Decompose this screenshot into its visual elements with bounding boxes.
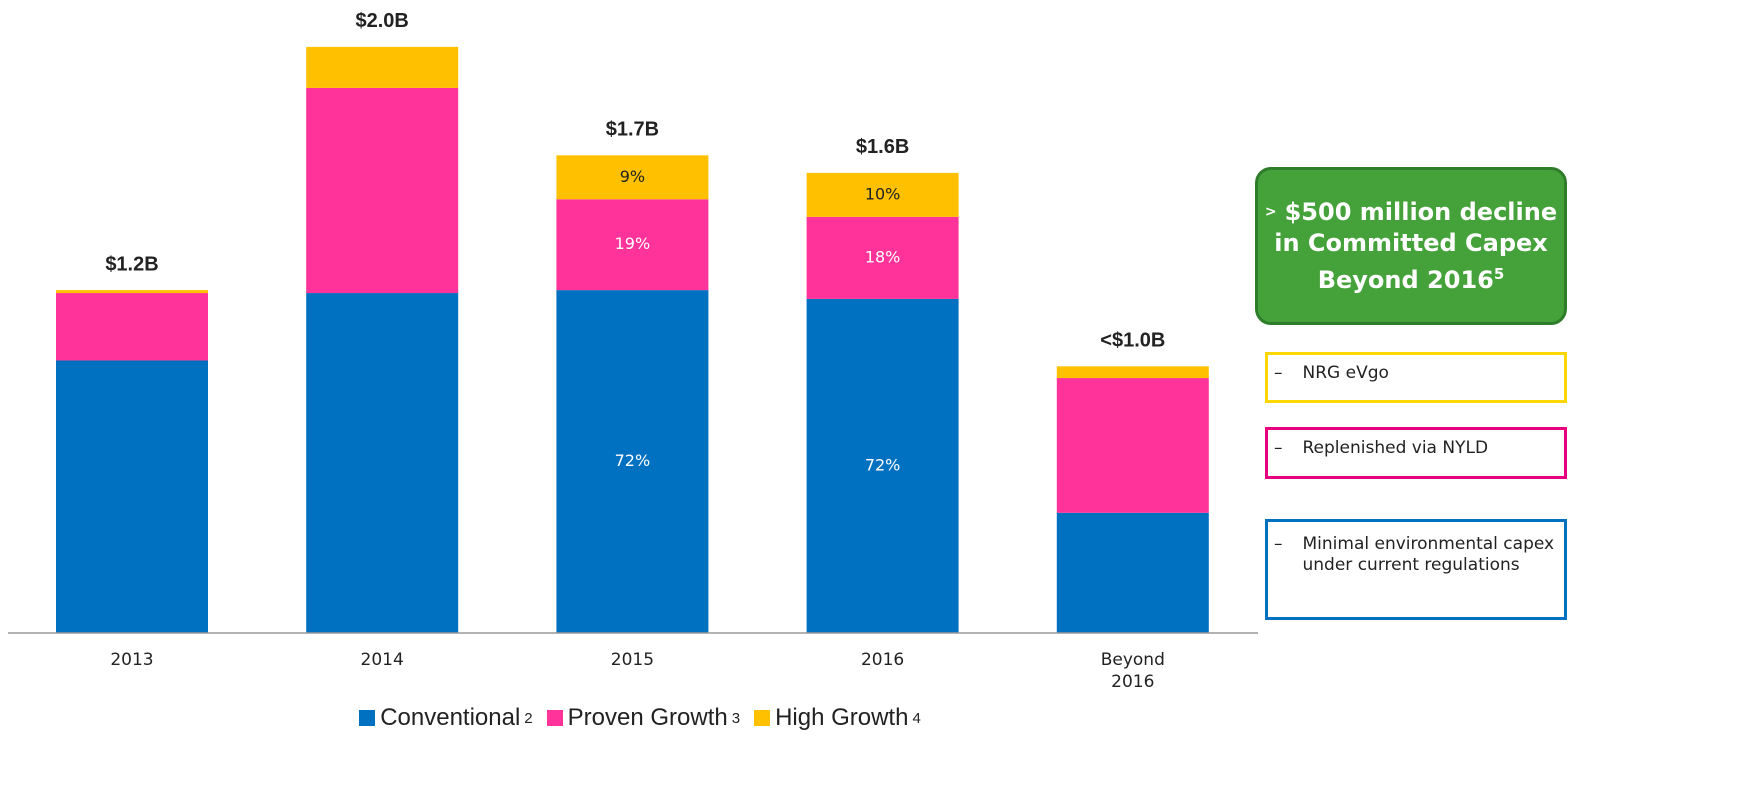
info-text: NRG eVgo xyxy=(1302,363,1389,383)
bar-segment xyxy=(1056,378,1209,513)
bar-segment xyxy=(806,298,959,633)
info-box: – Replenished via NYLD xyxy=(1265,427,1567,479)
total-label: $1.7B xyxy=(606,119,659,141)
info-box: – NRG eVgo xyxy=(1265,352,1567,403)
legend-footnote: 2 xyxy=(524,709,533,727)
total-label: $1.6B xyxy=(856,136,909,158)
legend-swatch xyxy=(359,710,376,726)
legend-swatch xyxy=(546,710,563,726)
x-tick-label: Beyond 2016 xyxy=(1100,650,1165,692)
bar-segment xyxy=(556,290,709,633)
legend-footnote: 4 xyxy=(912,709,921,727)
bullet: – xyxy=(1274,534,1283,554)
bar-segment xyxy=(806,216,959,299)
x-tick-label: 2016 xyxy=(860,650,905,670)
bar-segment xyxy=(56,293,208,361)
legend: Conventional 2 Proven Growth 3 High Growth 4 xyxy=(0,704,1280,732)
legend-item: Conventional 2 xyxy=(359,704,533,732)
legend-swatch xyxy=(754,710,771,726)
total-label: <$1.0B xyxy=(1100,330,1165,352)
info-text: Minimal environmental capex under curren… xyxy=(1302,534,1555,575)
bar-segment xyxy=(556,155,709,200)
x-tick-label: 2014 xyxy=(360,650,404,670)
bar-segment xyxy=(806,172,959,217)
segment-label: 18% xyxy=(865,247,901,266)
total-label: $2.0B xyxy=(356,10,409,32)
callout-body: $500 million decline in Committed Capex … xyxy=(1274,197,1558,294)
legend-label: Proven Growth xyxy=(567,704,728,731)
legend-item: High Growth 4 xyxy=(754,704,921,732)
bar-segment xyxy=(1056,366,1209,379)
total-label: $1.2B xyxy=(105,253,158,275)
segment-label: 72% xyxy=(615,451,651,470)
callout-prefix: > xyxy=(1264,203,1277,220)
segment-label: 19% xyxy=(615,234,651,253)
callout-footnote: 5 xyxy=(1493,264,1505,283)
bar-segment xyxy=(56,290,208,294)
legend-label: High Growth xyxy=(775,704,909,731)
legend-label: Conventional xyxy=(380,704,521,731)
bar-segment xyxy=(1056,512,1209,633)
bullet: – xyxy=(1274,363,1283,383)
info-text: Replenished via NYLD xyxy=(1302,438,1489,458)
legend-item: Proven Growth 3 xyxy=(546,704,741,732)
bar-segment xyxy=(306,46,459,88)
bar-segment xyxy=(556,199,709,291)
bar-segment xyxy=(306,87,459,294)
legend-footnote: 3 xyxy=(731,709,741,727)
x-tick-label: 2013 xyxy=(110,650,154,670)
callout: > $500 million decline in Committed Capex… xyxy=(1255,167,1567,325)
bar-segment xyxy=(306,293,459,633)
bar-segment xyxy=(56,360,208,633)
bullet: – xyxy=(1274,438,1283,458)
segment-label: 10% xyxy=(865,184,901,203)
segment-label: 72% xyxy=(865,455,901,474)
segment-label: 9% xyxy=(620,167,645,186)
info-box: – Minimal environmental capex under curre… xyxy=(1265,519,1567,620)
callout-text: > $500 million decline in Committed Capex… xyxy=(1258,197,1564,296)
x-tick-label: 2015 xyxy=(610,650,655,670)
